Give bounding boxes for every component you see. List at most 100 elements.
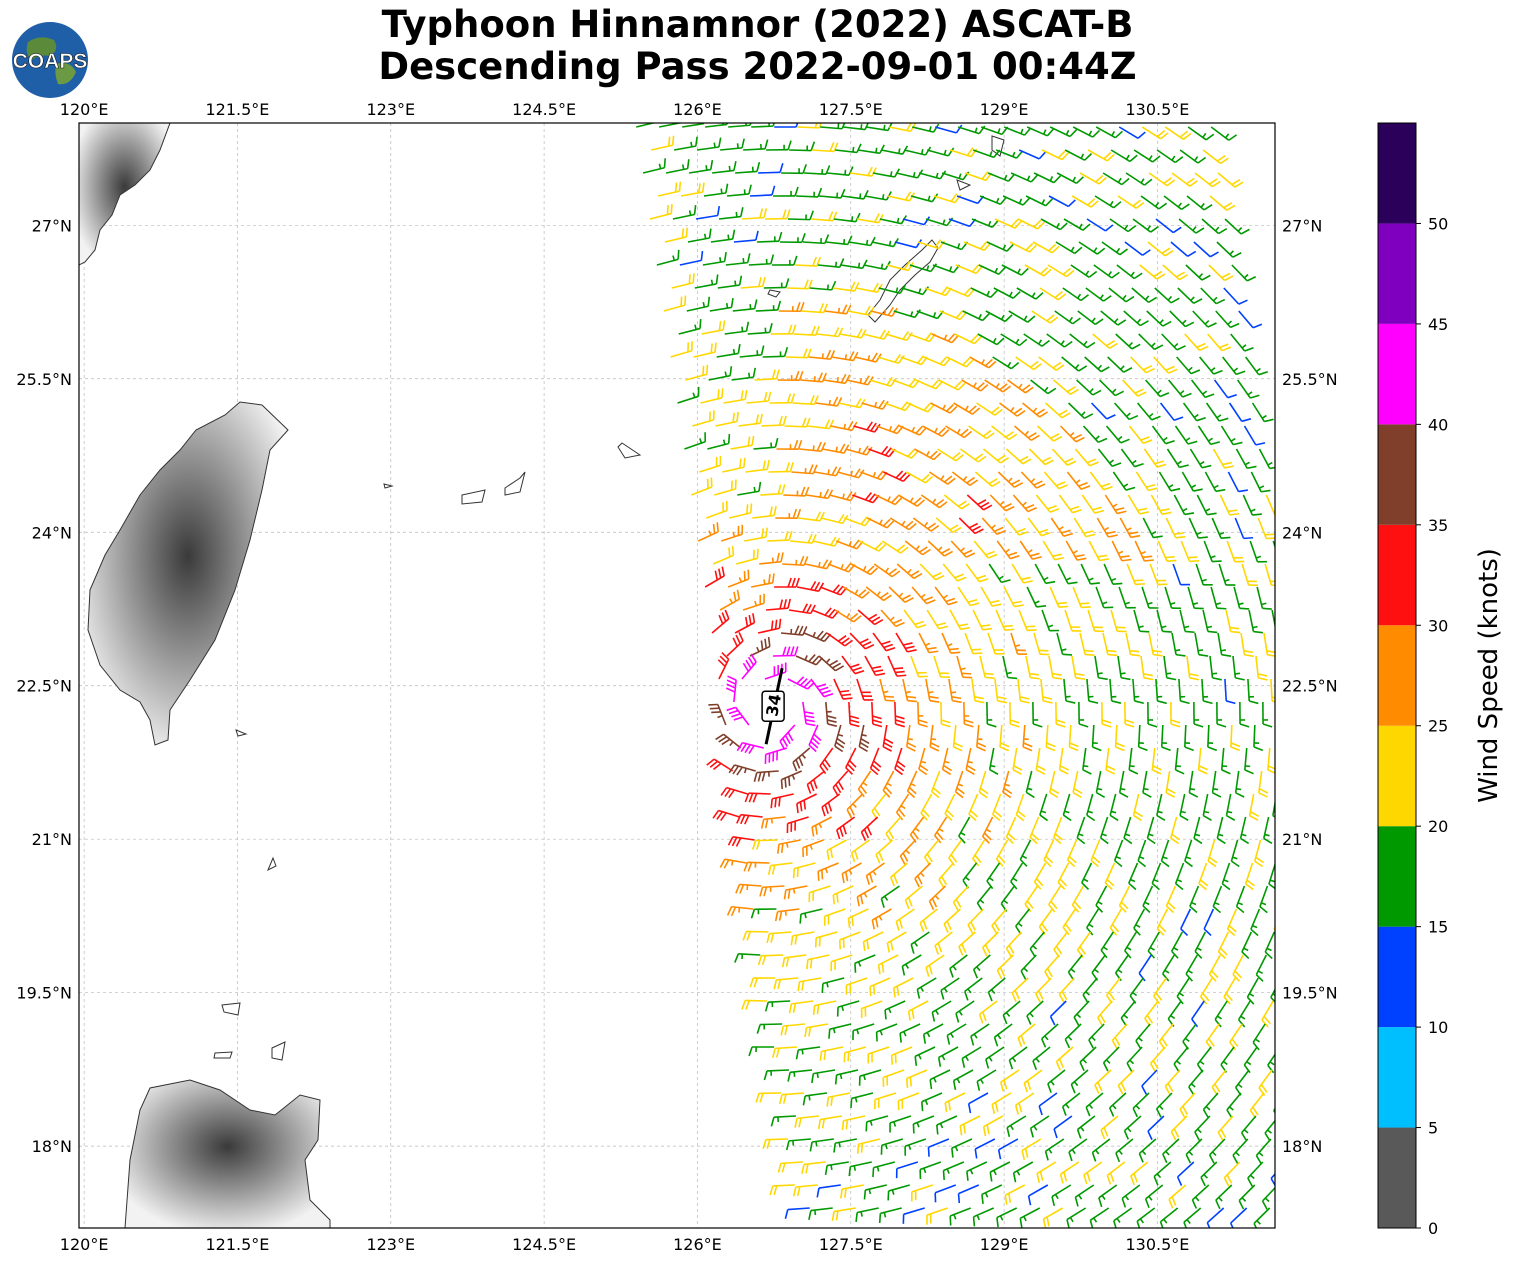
barb-shaft	[1272, 540, 1275, 549]
barb-flag	[719, 655, 728, 664]
barb-half	[895, 287, 899, 293]
barb-half	[924, 642, 931, 647]
barb-flag	[1165, 905, 1174, 914]
wind-barb	[806, 488, 834, 500]
barb-flag	[831, 466, 838, 476]
barb-flag	[1309, 1020, 1315, 1027]
wind-barb	[967, 908, 984, 934]
wind-barb	[1051, 448, 1077, 466]
barb-flag	[1292, 884, 1300, 889]
barb-flag	[1117, 319, 1127, 326]
barb-flag	[1138, 972, 1146, 982]
barb-flag	[1320, 1111, 1326, 1119]
wind-barb	[1300, 1024, 1311, 1050]
barb-flag	[967, 1103, 972, 1114]
barb-flag	[865, 875, 871, 885]
barb-flag	[1132, 199, 1141, 207]
barb-flag	[871, 616, 881, 623]
barb-flag	[1315, 1066, 1321, 1073]
barb-flag	[946, 1035, 951, 1045]
barb-half	[911, 426, 916, 433]
wind-barb	[873, 563, 901, 578]
wind-barb	[790, 931, 815, 946]
barb-flag	[863, 828, 870, 839]
barb-flag	[1068, 1151, 1073, 1162]
wind-barb	[887, 1184, 910, 1201]
barb-flag	[832, 662, 842, 669]
wind-barb	[1186, 655, 1200, 681]
wind-barb	[933, 655, 951, 678]
wind-barb	[991, 1092, 1012, 1114]
barb-flag	[914, 1056, 918, 1066]
barb-flag	[963, 1123, 966, 1134]
wind-barb	[1114, 724, 1125, 752]
barb-half	[979, 899, 985, 904]
wind-barb	[1329, 1070, 1341, 1096]
barb-flag	[996, 454, 1006, 462]
barb-shaft	[1188, 517, 1200, 539]
barb-shaft	[1315, 863, 1321, 884]
barb-shaft	[976, 1069, 997, 1083]
barb-flag	[1303, 975, 1310, 981]
wind-barb	[867, 1046, 890, 1064]
barb-flag	[1231, 1038, 1239, 1047]
barb-flag	[976, 574, 987, 580]
barb-flag	[1210, 970, 1219, 979]
barb-shaft	[904, 1138, 927, 1148]
wind-barb	[679, 250, 704, 266]
barb-flag	[1119, 248, 1129, 256]
wind-barb	[1080, 563, 1100, 585]
barb-flag	[1009, 719, 1020, 724]
wind-barb	[1105, 425, 1130, 444]
barb-half	[896, 217, 900, 223]
barb-flag	[810, 604, 816, 614]
wind-barb	[999, 724, 1010, 752]
barb-half	[1176, 879, 1183, 883]
barb-flag	[996, 969, 1003, 980]
wind-barb	[1282, 771, 1291, 797]
wind-barb	[1195, 563, 1213, 586]
barb-flag	[1121, 558, 1132, 562]
barb-half	[824, 868, 829, 874]
wind-barb	[1127, 494, 1150, 515]
barb-flag	[841, 304, 848, 314]
barb-half	[1102, 946, 1108, 951]
barb-flag	[839, 689, 850, 693]
barb-flag	[1086, 341, 1096, 349]
barb-flag	[733, 591, 737, 602]
wind-barb	[697, 522, 720, 542]
barb-shaft	[1029, 931, 1045, 950]
barb-flag	[944, 813, 953, 821]
barb-flag	[1255, 974, 1264, 982]
barb-flag	[1276, 632, 1285, 633]
barb-flag	[903, 261, 911, 270]
barb-flag	[1243, 1064, 1251, 1074]
barb-half	[898, 592, 904, 598]
wind-barb	[760, 484, 786, 496]
wind-barb	[1033, 632, 1050, 656]
barb-shaft	[1288, 1116, 1301, 1133]
barb-flag	[1142, 905, 1151, 914]
wind-barb	[1018, 609, 1037, 632]
wind-barb	[1018, 149, 1047, 160]
barb-flag	[792, 868, 796, 879]
barb-half	[939, 1123, 944, 1129]
barb-half	[916, 1122, 920, 1128]
barb-flag	[1241, 951, 1250, 960]
barb-half	[1261, 902, 1267, 906]
barb-flag	[1010, 881, 1018, 890]
barb-half	[1334, 1017, 1338, 1019]
wind-barb	[741, 653, 757, 680]
wind-barb	[1200, 287, 1226, 305]
barb-flag	[1057, 150, 1066, 159]
barb-flag	[902, 473, 911, 482]
wind-barb	[907, 402, 935, 413]
barb-flag	[934, 945, 940, 955]
wind-barb	[869, 747, 882, 776]
barb-half	[1099, 294, 1104, 300]
barb-half	[1120, 672, 1126, 675]
wind-barb	[866, 517, 895, 529]
barb-flag	[916, 623, 927, 629]
barb-flag	[1162, 1153, 1168, 1163]
barb-half	[1049, 176, 1054, 182]
